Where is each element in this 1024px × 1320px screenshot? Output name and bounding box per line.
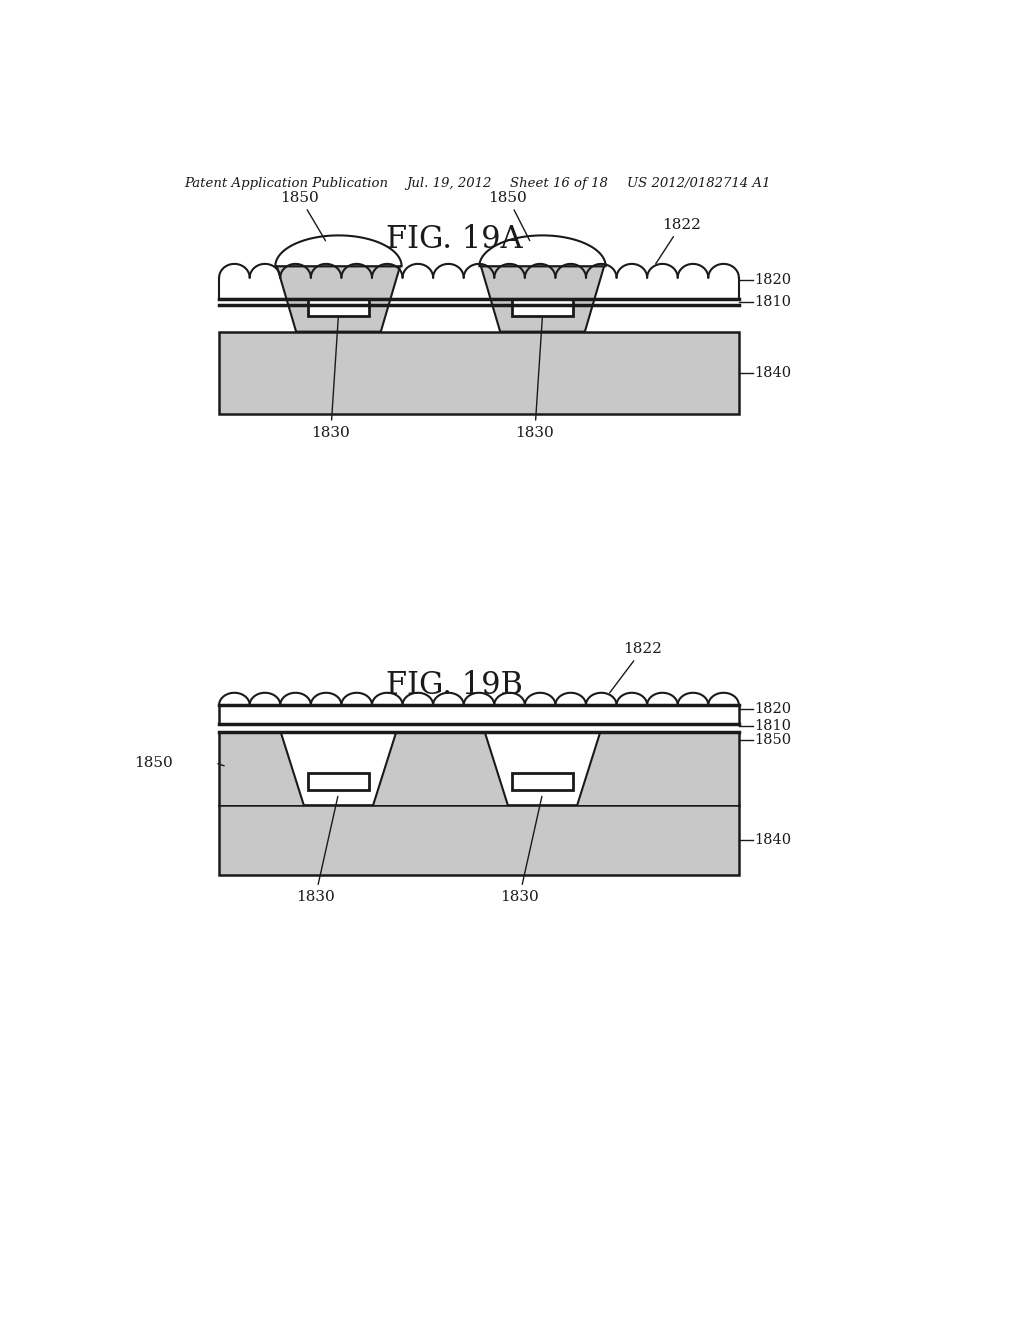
Text: FIG. 19A: FIG. 19A [386,224,522,255]
Text: 1810: 1810 [755,296,792,309]
Bar [307,300,370,317]
Text: 1850: 1850 [134,756,173,770]
Text: US 2012/0182714 A1: US 2012/0182714 A1 [628,177,771,190]
Text: Sheet 16 of 18: Sheet 16 of 18 [510,177,608,190]
Text: Jul. 19, 2012: Jul. 19, 2012 [407,177,492,190]
Text: 1830: 1830 [515,318,554,440]
Polygon shape [479,235,605,267]
Text: 1810: 1810 [755,719,792,733]
Text: 1840: 1840 [755,833,792,847]
Polygon shape [276,267,400,331]
Polygon shape [481,267,604,331]
Bar [219,705,739,725]
Text: 1830: 1830 [296,796,338,904]
Bar [219,277,739,300]
Bar [219,331,739,414]
Polygon shape [484,733,600,805]
Text: 1830: 1830 [311,318,350,440]
Text: 1850: 1850 [755,733,792,747]
Text: 1822: 1822 [655,218,700,264]
Text: FIG. 19B: FIG. 19B [385,671,522,701]
Text: 1820: 1820 [755,273,792,286]
Polygon shape [275,235,401,267]
Bar [512,300,573,317]
Bar [512,774,573,789]
Text: 1850: 1850 [488,190,529,240]
Text: 1820: 1820 [755,702,792,715]
Polygon shape [281,733,396,805]
Bar [307,774,370,789]
Text: 1822: 1822 [609,642,663,693]
Text: Patent Application Publication: Patent Application Publication [184,177,388,190]
Bar [219,805,739,875]
Text: 1840: 1840 [755,366,792,380]
Text: 1830: 1830 [500,796,542,904]
Text: 1850: 1850 [281,190,326,240]
Bar [219,733,739,805]
